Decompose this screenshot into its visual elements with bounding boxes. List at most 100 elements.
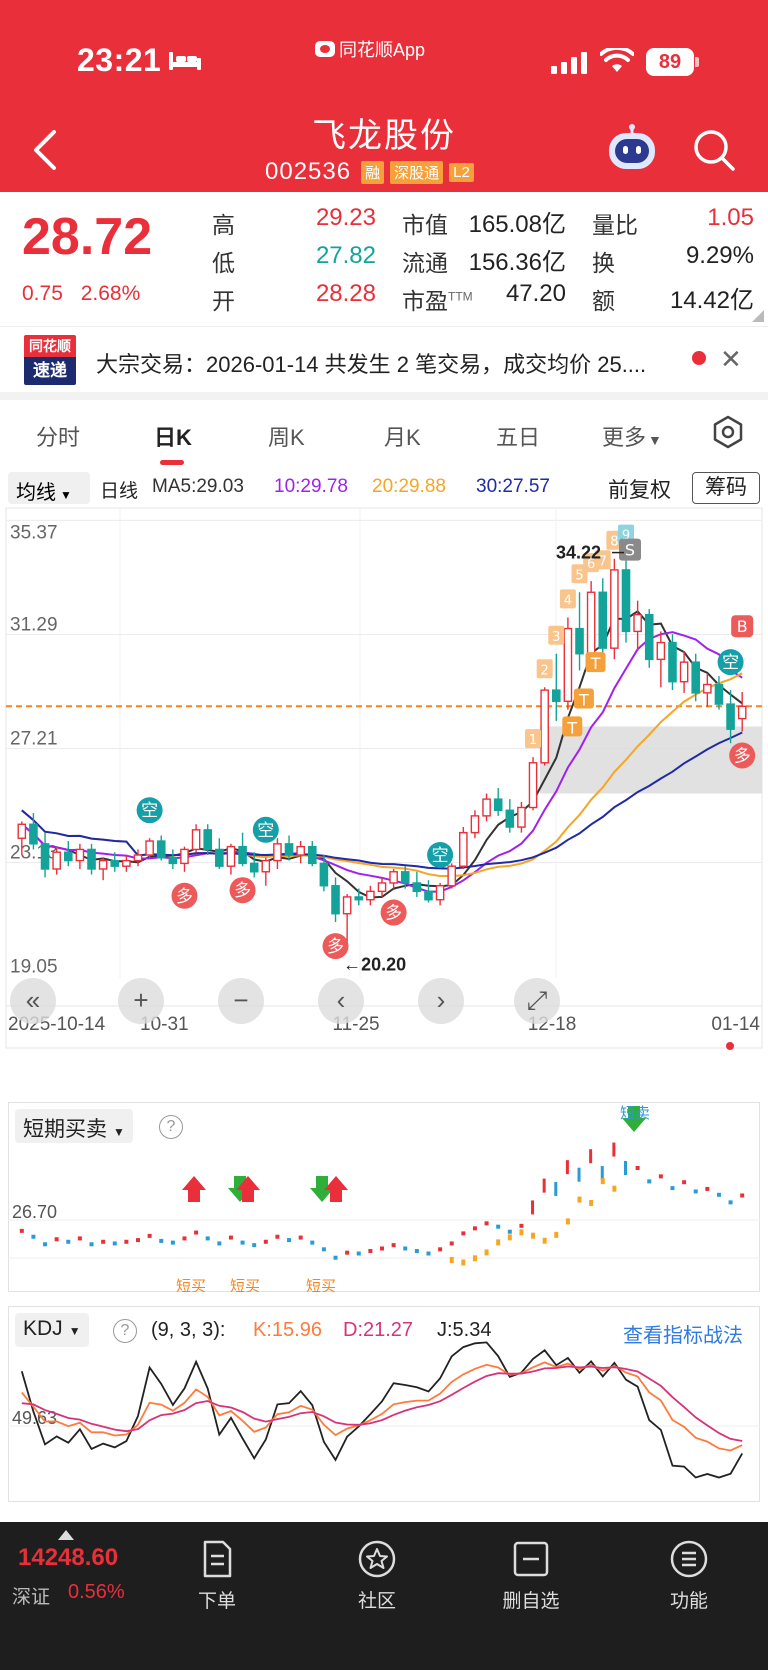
change-amount: 0.75 bbox=[22, 282, 63, 305]
float-label: 流通 bbox=[402, 250, 448, 276]
short-term-select[interactable]: 短期买卖 ▼ bbox=[15, 1109, 133, 1143]
fullscreen-button[interactable]: ⤢ bbox=[514, 978, 560, 1024]
kdj-select-label: KDJ bbox=[23, 1317, 63, 1340]
scroll-left-button[interactable]: ‹ bbox=[318, 978, 364, 1024]
short-term-dot bbox=[287, 1238, 292, 1243]
short-signal-marker-text: 空 bbox=[257, 821, 274, 841]
buy-arrow-icon bbox=[182, 1176, 206, 1202]
short-term-trend bbox=[449, 1257, 454, 1263]
tab-monthly[interactable]: 月K bbox=[384, 425, 421, 450]
short-term-dot bbox=[54, 1237, 59, 1242]
ma10-value: 10:29.78 bbox=[274, 476, 348, 497]
stock-code: 002536 bbox=[265, 158, 352, 185]
period-tabs: 分时 日K 周K 月K 五日 更多 ▼ bbox=[0, 400, 768, 466]
index-value[interactable]: 14248.60 bbox=[18, 1544, 119, 1571]
candle-body bbox=[145, 840, 154, 856]
expand-corner-icon[interactable] bbox=[752, 310, 764, 322]
long-signal-marker-text: 多 bbox=[327, 937, 344, 957]
candle-body bbox=[261, 859, 271, 873]
zoom-in-button[interactable]: + bbox=[118, 978, 164, 1024]
tab-more[interactable]: 更多 ▼ bbox=[602, 420, 662, 452]
candle-body bbox=[726, 703, 735, 730]
nav-remove-watchlist[interactable]: 删自选 bbox=[486, 1530, 576, 1613]
zoom-out-button[interactable]: − bbox=[218, 978, 264, 1024]
short-term-bar bbox=[589, 1149, 593, 1164]
tab-five-day[interactable]: 五日 bbox=[496, 425, 541, 450]
candle-body bbox=[400, 871, 410, 884]
nav-remove-watchlist-label: 删自选 bbox=[502, 1591, 560, 1612]
dropdown-arrow-icon: ▼ bbox=[113, 1125, 125, 1139]
count-marker-text: 4 bbox=[564, 593, 572, 608]
open-value: 28.28 bbox=[315, 280, 376, 307]
candle-body bbox=[377, 882, 387, 893]
ma-select[interactable]: 均线 ▼ bbox=[8, 472, 90, 504]
indicator-strategy-link[interactable]: 查看指标战法 bbox=[623, 1325, 743, 1347]
search-icon[interactable] bbox=[692, 128, 736, 172]
count-marker bbox=[559, 589, 576, 609]
collapse-left-button[interactable]: « bbox=[10, 978, 56, 1024]
x-axis-label: 01-14 bbox=[711, 1014, 760, 1035]
adjust-mode[interactable]: 前复权 bbox=[608, 479, 671, 502]
t-marker bbox=[562, 716, 583, 737]
nav-community[interactable]: 社区 bbox=[332, 1530, 422, 1613]
top-header: 23:21 同花顺App 89 飞龙股份 00253 bbox=[0, 0, 768, 192]
short-term-axis-label: 26.70 bbox=[12, 1202, 57, 1222]
short-term-dot bbox=[693, 1189, 698, 1194]
short-term-trend bbox=[542, 1237, 547, 1244]
candle-body bbox=[296, 845, 305, 856]
short-term-dot bbox=[403, 1246, 408, 1251]
index-expand-icon[interactable] bbox=[58, 1530, 74, 1540]
tab-daily[interactable]: 日K bbox=[154, 425, 192, 450]
short-term-dot bbox=[461, 1231, 466, 1236]
short-term-dot bbox=[159, 1238, 164, 1243]
settings-hexagon-icon[interactable] bbox=[710, 414, 746, 450]
nav-functions[interactable]: 功能 bbox=[644, 1530, 734, 1613]
back-arrow-icon[interactable] bbox=[30, 128, 60, 172]
kdj-chart: 49.63 bbox=[8, 1341, 760, 1479]
short-term-dot bbox=[647, 1179, 652, 1184]
index-percent: 0.56% bbox=[68, 1581, 125, 1603]
short-term-trend bbox=[612, 1185, 617, 1192]
news-text[interactable]: 大宗交易：2026-01-14 共发生 2 笔交易，成交均价 25.... bbox=[96, 352, 647, 377]
help-icon[interactable]: ? bbox=[113, 1319, 137, 1343]
kdj-j-value: J:5.34 bbox=[437, 1319, 492, 1341]
short-term-dot bbox=[635, 1165, 640, 1170]
kdj-select[interactable]: KDJ ▼ bbox=[15, 1313, 89, 1347]
scroll-right-button[interactable]: › bbox=[418, 978, 464, 1024]
kdj-panel: KDJ ▼ ? (9, 3, 3): K:15.96 D:21.27 J:5.34… bbox=[8, 1306, 760, 1502]
ai-assistant-icon[interactable] bbox=[606, 124, 658, 172]
tab-weekly[interactable]: 周K bbox=[268, 425, 305, 450]
short-term-trend bbox=[565, 1218, 570, 1225]
margin-tag: 融 bbox=[361, 160, 385, 184]
long-signal-marker-text: 多 bbox=[176, 887, 193, 907]
short-term-trend bbox=[577, 1196, 582, 1203]
short-term-panel: 短期买卖 ▼ ? bbox=[8, 1102, 760, 1292]
short-term-dot bbox=[507, 1229, 512, 1234]
help-icon[interactable]: ? bbox=[159, 1115, 183, 1139]
battery-indicator: 89 bbox=[646, 48, 699, 76]
short-term-bar bbox=[531, 1200, 535, 1215]
nav-order[interactable]: 下单 bbox=[172, 1530, 262, 1613]
short-term-trend bbox=[496, 1239, 501, 1246]
nav-functions-label: 功能 bbox=[669, 1591, 708, 1612]
short-term-dot bbox=[112, 1241, 117, 1246]
buy-marker bbox=[731, 615, 754, 638]
chips-button[interactable]: 筹码 bbox=[692, 472, 760, 504]
candle-body bbox=[493, 798, 503, 811]
tab-intraday[interactable]: 分时 bbox=[36, 425, 81, 450]
long-signal-marker bbox=[729, 742, 756, 769]
change-percent: 2.68% bbox=[80, 282, 141, 305]
pe-value: 47.20 bbox=[505, 280, 566, 307]
nav-community-label: 社区 bbox=[357, 1591, 396, 1612]
close-icon[interactable]: ✕ bbox=[720, 344, 742, 374]
dropdown-arrow-icon: ▼ bbox=[648, 432, 662, 448]
volratio-value: 1.05 bbox=[707, 204, 754, 231]
news-banner[interactable]: 同花顺 速递 大宗交易：2026-01-14 共发生 2 笔交易，成交均价 25… bbox=[0, 326, 768, 392]
candle-body bbox=[517, 806, 526, 828]
dropdown-arrow-icon: ▼ bbox=[60, 488, 72, 502]
mcap-value: 165.08亿 bbox=[468, 211, 566, 238]
short-term-dot bbox=[298, 1235, 303, 1240]
candle-body bbox=[331, 885, 340, 915]
short-term-trend bbox=[472, 1255, 477, 1262]
